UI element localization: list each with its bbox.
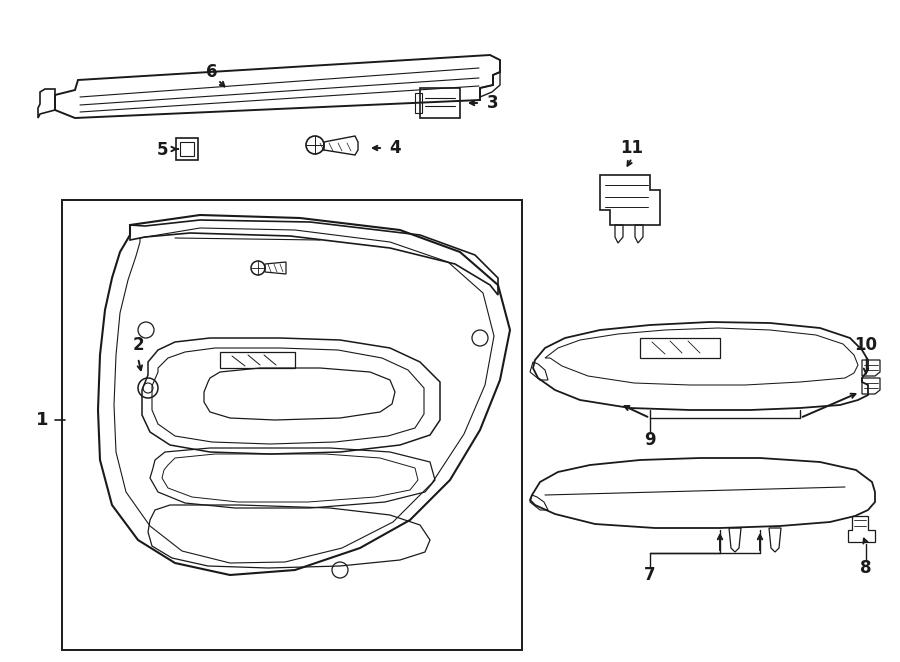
Text: 2: 2 xyxy=(132,336,144,354)
Bar xyxy=(62,200,522,650)
Text: 8: 8 xyxy=(860,559,872,577)
Text: 6: 6 xyxy=(206,63,218,81)
Text: 3: 3 xyxy=(487,94,499,112)
Text: 11: 11 xyxy=(620,139,643,157)
Text: 1: 1 xyxy=(36,411,49,429)
Text: 7: 7 xyxy=(644,566,656,584)
Text: 10: 10 xyxy=(854,336,877,354)
Text: 9: 9 xyxy=(644,431,656,449)
Text: 5: 5 xyxy=(157,141,167,159)
Text: 4: 4 xyxy=(389,139,400,157)
